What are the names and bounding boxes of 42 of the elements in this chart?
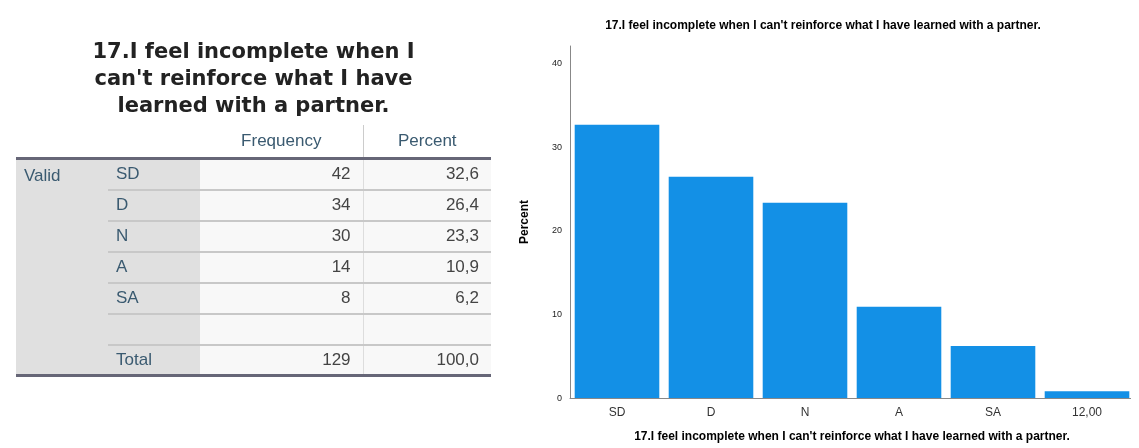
y-tick-label: 20 (551, 225, 562, 236)
bar (574, 124, 660, 398)
x-axis-title: 17.I feel incomplete when I can't reinforce what I have learned with a partner. (634, 429, 1070, 443)
chart-title: 17.I feel incomplete when I can't reinforce what I have learned with a partner. (605, 18, 1041, 32)
series-label: Frequency (241, 131, 322, 150)
data-label: 32,6 (363, 158, 491, 190)
data-label: 129 (200, 344, 364, 376)
data-label: 10,9 (363, 251, 491, 283)
category-label: SA (108, 282, 200, 314)
data-label: 6,2 (363, 282, 491, 314)
y-tick-label: 30 (551, 141, 562, 152)
y-tick-label: 10 (551, 309, 562, 320)
y-tick-label: 0 (556, 393, 562, 403)
series-label: Percent (397, 131, 457, 150)
x-tick-label: 12,00 (1071, 405, 1103, 419)
x-tick-label: A (894, 405, 904, 419)
category-label: A (108, 251, 200, 283)
x-tick-label: D (706, 405, 716, 419)
text: 17.I feel incomplete when I can't reinforce what I have learned with a partner. (91, 38, 416, 119)
y-axis-title: Percent (517, 199, 531, 245)
category-label: N (108, 220, 200, 252)
bar (856, 306, 942, 398)
category-label: D (108, 189, 200, 221)
x-tick-label: SD (608, 405, 626, 419)
data-label: 30 (200, 220, 364, 252)
y-tick-label: 40 (551, 57, 562, 68)
text: Valid (24, 166, 62, 186)
data-label: 8 (200, 282, 364, 314)
x-tick-label: SA (984, 405, 1002, 419)
category-label: SD (108, 158, 200, 190)
data-label: 100,0 (363, 344, 491, 376)
x-tick-label: N (800, 405, 810, 419)
bar (668, 176, 754, 398)
data-label: 42 (200, 158, 364, 190)
bar (762, 202, 848, 398)
bar (950, 346, 1036, 398)
category-label: Total (108, 344, 200, 376)
data-label: 26,4 (363, 189, 491, 221)
bar (1044, 391, 1130, 398)
data-label: 34 (200, 189, 364, 221)
data-label: 14 (200, 251, 364, 283)
data-label: 23,3 (363, 220, 491, 252)
